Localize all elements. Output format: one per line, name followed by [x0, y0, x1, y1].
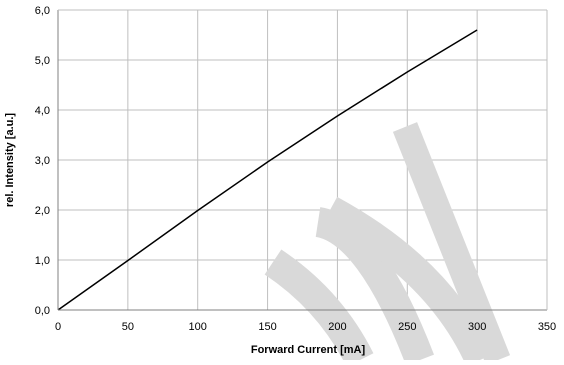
x-axis-label: Forward Current [mA]: [251, 344, 366, 356]
y-tick-label: 2,0: [35, 205, 50, 217]
y-tick-label: 6,0: [35, 5, 50, 17]
series-line-1: [57, 29, 478, 311]
series: [57, 29, 478, 311]
x-tick-label: 350: [538, 321, 556, 333]
watermark-stroke-1: [264, 249, 374, 365]
x-tick-label: 300: [468, 321, 486, 333]
x-tick-label: 50: [122, 321, 134, 333]
watermark-stroke-4: [392, 122, 511, 365]
x-tick-label: 150: [258, 321, 276, 333]
x-tick-label: 100: [189, 321, 207, 333]
y-tick-label: 0,0: [35, 305, 50, 317]
watermark-stroke-3: [322, 196, 494, 365]
y-tick-label: 1,0: [35, 255, 50, 267]
x-tick-label: 200: [328, 321, 346, 333]
y-tick-label: 5,0: [35, 55, 50, 67]
y-axis-label: rel. Intensity [a.u.]: [4, 113, 16, 207]
axes: [57, 9, 548, 311]
y-tick-label: 3,0: [35, 155, 50, 167]
y-tick-label: 4,0: [35, 105, 50, 117]
watermark: [264, 122, 511, 365]
tick-labels: 0 50 100 150 200 250 300 350 0,0 1,0 2,0 3,0 4,0 5,0 6…: [35, 5, 556, 333]
x-tick-label: 250: [398, 321, 416, 333]
x-tick-label: 0: [55, 321, 61, 333]
